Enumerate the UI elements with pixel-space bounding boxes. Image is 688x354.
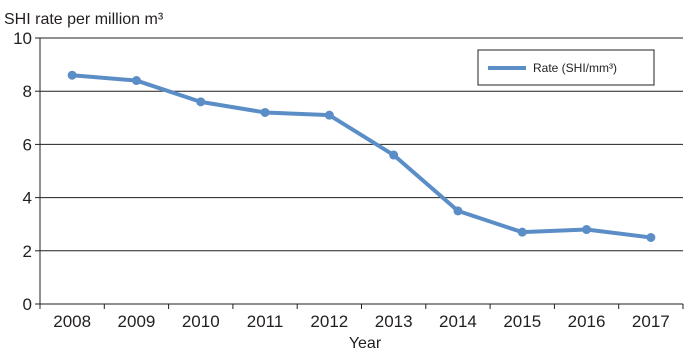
data-point [196,97,206,107]
y-axis-ticks: 0 2 4 6 8 10 [13,29,40,314]
x-axis-title: Year [349,335,382,352]
data-point [67,70,77,80]
y-tick-label: 0 [23,295,32,314]
data-point [646,233,656,242]
x-tick-label: 2015 [503,312,541,331]
y-tick-label: 4 [23,189,32,208]
x-tick-label: 2014 [439,312,477,331]
data-point [517,227,527,237]
y-tick-label: 10 [13,29,32,48]
x-axis-ticks: 2008 2009 2010 2011 2012 2013 2014 2015 2016 2017 [39,304,684,331]
grid-lines [40,37,683,252]
series-layer [67,70,656,242]
x-tick-label: 2010 [182,312,220,331]
legend-label: Rate (SHI/mm³) [533,61,617,75]
x-tick-label: 2017 [632,312,670,331]
x-tick-label: 2008 [53,312,91,331]
x-tick-label: 2012 [310,312,348,331]
x-tick-label: 2016 [568,312,606,331]
y-axis-title: SHI rate per million m³ [4,11,164,28]
x-tick-label: 2011 [247,312,284,331]
y-tick-label: 6 [23,135,32,154]
data-point [324,110,334,120]
x-tick-label: 2009 [118,312,156,331]
data-point [389,150,399,160]
x-tick-label: 2013 [375,312,413,331]
data-point [453,206,463,216]
data-point [260,107,270,117]
data-point [582,225,592,235]
series-line [70,73,653,240]
data-point [131,76,141,86]
y-tick-label: 8 [23,82,32,101]
legend: Rate (SHI/mm³) [477,49,655,86]
y-tick-label: 2 [23,242,32,261]
